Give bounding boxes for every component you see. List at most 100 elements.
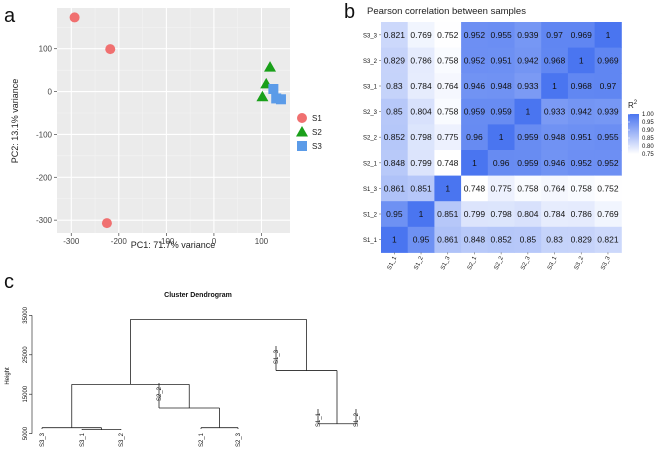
heatmap-cell (487, 150, 515, 177)
heatmap-cell (381, 47, 409, 74)
heatmap-cell-value: 0.83 (546, 235, 563, 245)
heatmap-cell-value: 0.752 (437, 30, 459, 40)
heatmap-cell (567, 201, 596, 228)
heatmap-cell-value: 1 (525, 107, 530, 117)
pca-point-s3 (275, 94, 286, 105)
heatmap-cell (514, 22, 542, 49)
heatmap-cell (594, 47, 622, 74)
dendrogram-y-axis-label: Height (5, 367, 11, 385)
heatmap-cell (514, 201, 542, 228)
heatmap-cell-value: 1 (472, 158, 477, 168)
dendrogram-leaf-label: S2_3 (236, 432, 242, 447)
pca-panel: -300 -200 -100 0 100 -300 -200 -100 0 100 PC1: 71… (10, 8, 322, 250)
dendrogram-leaf-label: S3_2 (119, 432, 125, 447)
heatmap-cell (541, 73, 569, 100)
heatmap-col-label: S3_1 (547, 255, 559, 271)
heatmap-cell-value: 0.952 (464, 55, 486, 65)
heatmap-cell (514, 175, 542, 202)
heatmap-title: Pearson correlation between samples (367, 6, 526, 17)
heatmap-cell-value: 0.769 (597, 209, 619, 219)
heatmap-cell (461, 47, 489, 74)
heatmap-cell (541, 201, 569, 228)
heatmap-cell (407, 226, 435, 253)
heatmap-cell-value: 0.758 (437, 107, 459, 117)
pca-x-tick-label: 100 (255, 237, 269, 246)
heatmap-cell-value: 0.804 (410, 107, 432, 117)
heatmap-cell (541, 124, 569, 151)
heatmap-cell-value: 0.786 (410, 55, 432, 65)
heatmap-cell (594, 98, 622, 125)
panel-b-letter: b (344, 1, 355, 23)
heatmap-row-label: S2_3 (363, 110, 378, 116)
pca-point-s1 (105, 44, 116, 55)
heatmap-cell-value: 0.848 (384, 158, 406, 168)
panel-c-letter: c (4, 271, 14, 293)
heatmap-cell (461, 201, 489, 228)
heatmap-cell (487, 47, 515, 74)
pca-y-tick-label: 100 (39, 45, 53, 54)
heatmap-cell-value: 0.97 (600, 81, 617, 91)
pca-legend-key-s2 (296, 126, 308, 137)
heatmap-row-label: S1_1 (363, 238, 378, 244)
heatmap-cell (567, 22, 596, 49)
heatmap-cell-value: 1 (499, 132, 504, 142)
heatmap-cell-value: 0.764 (437, 81, 459, 91)
pca-legend-label-s1: S1 (312, 114, 322, 123)
heatmap-cell-value: 0.942 (571, 107, 593, 117)
pca-point-s3 (268, 84, 279, 94)
heatmap-cell (381, 150, 409, 177)
dendrogram-axis-tick-label: 5000 (23, 426, 29, 440)
heatmap-color-legend: R2 1.00 0.95 0.90 0.85 0.80 0.75 (628, 100, 654, 158)
heatmap-row-label: S3_2 (363, 59, 378, 65)
heatmap-row-label: S3_1 (363, 85, 378, 91)
heatmap-cell-value: 0.951 (491, 55, 513, 65)
pca-plot-background (57, 8, 290, 233)
pca-points (69, 12, 286, 229)
heatmap-row-label: S2_2 (363, 136, 378, 142)
heatmap-cell (407, 47, 435, 74)
heatmap-cell-value: 0.798 (491, 209, 513, 219)
heatmap-cell (381, 226, 409, 253)
heatmap-cell (567, 98, 596, 125)
heatmap-cell-value: 1 (392, 235, 397, 245)
pca-ticks: -300 -200 -100 0 100 -300 -200 -100 0 100 (36, 45, 269, 246)
heatmap-cell-value: 0.952 (464, 30, 486, 40)
heatmap-cell (487, 98, 515, 125)
heatmap-cell (487, 226, 515, 253)
heatmap-cell (381, 73, 409, 100)
pca-y-tick-label: -300 (36, 216, 53, 225)
heatmap-cell-value: 0.851 (410, 183, 432, 193)
heatmap-cell-value: 0.939 (517, 30, 539, 40)
heatmap-cell-value: 0.748 (464, 183, 486, 193)
heatmap-cell-value: 0.968 (571, 81, 593, 91)
pca-y-axis-label: PC2: 13.1% variance (10, 79, 20, 164)
pca-legend: S1 S2 S3 (296, 113, 322, 151)
heatmap-cell-value: 0.968 (544, 55, 566, 65)
heatmap-cell (381, 98, 409, 125)
heatmap-cell (381, 22, 409, 49)
heatmap-cell (461, 73, 489, 100)
heatmap-cell (514, 47, 542, 74)
heatmap-cell (434, 22, 462, 49)
heatmap-cell (594, 175, 622, 202)
heatmap-cell-value: 0.95 (386, 209, 403, 219)
heatmap-cell (407, 150, 435, 177)
heatmap-cell-value: 0.799 (410, 158, 432, 168)
panel-a-letter: a (4, 5, 16, 27)
heatmap-cell-value: 0.95 (413, 235, 430, 245)
dendrogram-leaf-label: S2_1 (199, 432, 205, 447)
heatmap-cell (407, 22, 435, 49)
pca-legend-key-s3 (297, 141, 307, 151)
heatmap-cell-value: 1 (606, 30, 611, 40)
heatmap-cell-value: 0.798 (410, 132, 432, 142)
heatmap-cell-value: 0.758 (517, 183, 539, 193)
heatmap-cell-value: 0.786 (571, 209, 593, 219)
dendrogram-leaf-label: S3_1 (80, 432, 86, 447)
heatmap-cell (487, 175, 515, 202)
heatmap-cell (487, 22, 515, 49)
dendrogram-title: Cluster Dendrogram (164, 292, 232, 299)
heatmap-legend-tick-label: 0.80 (642, 144, 654, 150)
heatmap-cell (514, 73, 542, 100)
heatmap-col-label: S2_3 (520, 255, 532, 271)
heatmap-col-label: S1_3 (440, 255, 452, 271)
